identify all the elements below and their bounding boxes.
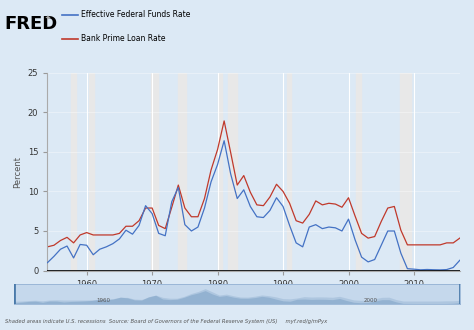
- Bar: [71, 73, 75, 271]
- Bar: [287, 73, 291, 271]
- Bar: [228, 73, 237, 271]
- Text: FRED: FRED: [5, 15, 58, 33]
- Text: Bank Prime Loan Rate: Bank Prime Loan Rate: [81, 34, 165, 43]
- Bar: [218, 73, 222, 271]
- Bar: [356, 73, 361, 271]
- Bar: [400, 73, 410, 271]
- Text: ✦: ✦: [45, 15, 51, 21]
- Text: 1960: 1960: [96, 298, 110, 303]
- Bar: [178, 73, 186, 271]
- Text: 2000: 2000: [364, 298, 378, 303]
- Bar: [89, 73, 94, 271]
- Text: Effective Federal Funds Rate: Effective Federal Funds Rate: [81, 10, 190, 19]
- Bar: [152, 73, 158, 271]
- Y-axis label: Percent: Percent: [13, 156, 22, 187]
- Text: Shaded areas indicate U.S. recessions  Source: Board of Governors of the Federal: Shaded areas indicate U.S. recessions So…: [5, 319, 327, 324]
